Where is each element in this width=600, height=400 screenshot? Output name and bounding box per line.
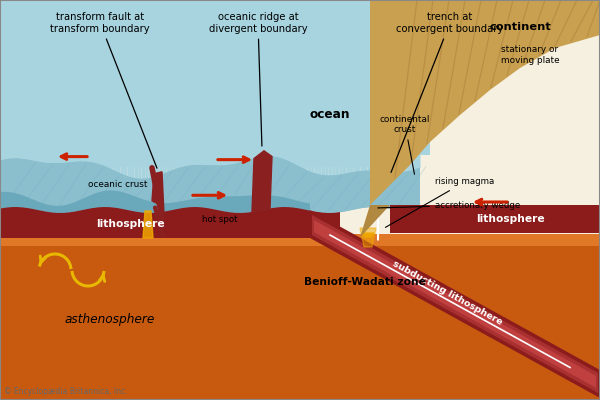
Polygon shape <box>390 205 600 233</box>
Text: trench at
convergent boundary: trench at convergent boundary <box>391 12 503 172</box>
Polygon shape <box>0 238 600 400</box>
Polygon shape <box>0 156 410 213</box>
Polygon shape <box>360 205 390 238</box>
Polygon shape <box>0 156 420 213</box>
Text: © Encyclopædia Britannica, Inc.: © Encyclopædia Britannica, Inc. <box>4 387 128 396</box>
Polygon shape <box>390 205 600 233</box>
Polygon shape <box>0 234 600 246</box>
Text: continental
crust: continental crust <box>380 115 430 174</box>
Polygon shape <box>0 207 340 238</box>
Polygon shape <box>152 172 164 216</box>
Polygon shape <box>0 207 340 238</box>
Text: hot spot: hot spot <box>202 215 238 224</box>
Text: rising magma: rising magma <box>385 178 494 227</box>
Polygon shape <box>370 0 600 205</box>
Polygon shape <box>257 200 267 210</box>
Text: oceanic crust: oceanic crust <box>88 180 148 189</box>
Text: ocean: ocean <box>310 108 350 122</box>
Polygon shape <box>252 151 272 212</box>
Text: asthenosphere: asthenosphere <box>65 314 155 326</box>
Text: transform fault at
transform boundary: transform fault at transform boundary <box>50 12 157 168</box>
Polygon shape <box>314 220 596 388</box>
Polygon shape <box>0 0 430 90</box>
Text: Benioff-Wadati zone: Benioff-Wadati zone <box>304 277 426 287</box>
Polygon shape <box>310 210 600 398</box>
Text: continent: continent <box>489 22 551 32</box>
Polygon shape <box>143 211 153 238</box>
Text: subducting lithosphere: subducting lithosphere <box>391 259 503 326</box>
Polygon shape <box>360 228 376 247</box>
Polygon shape <box>362 233 374 237</box>
Text: lithosphere: lithosphere <box>95 219 164 229</box>
Polygon shape <box>0 190 310 238</box>
Polygon shape <box>0 88 420 167</box>
Text: oceanic ridge at
divergent boundary: oceanic ridge at divergent boundary <box>209 12 307 146</box>
Polygon shape <box>0 0 430 155</box>
Polygon shape <box>0 190 310 213</box>
Polygon shape <box>312 215 598 393</box>
Text: lithosphere: lithosphere <box>476 214 544 224</box>
Text: accretionary wedge: accretionary wedge <box>378 200 520 210</box>
Text: stationary or
moving plate: stationary or moving plate <box>500 45 559 65</box>
